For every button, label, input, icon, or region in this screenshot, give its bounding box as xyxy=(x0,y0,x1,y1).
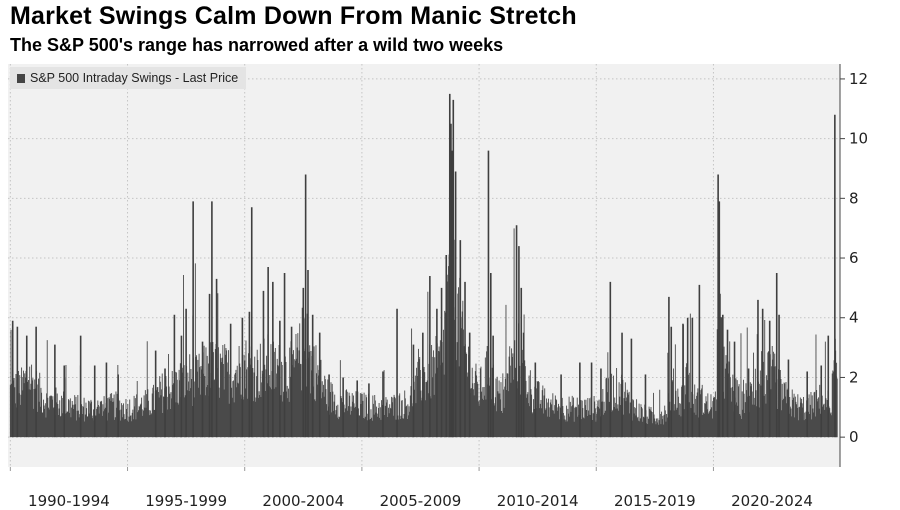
x-category-label: 2000-2004 xyxy=(262,492,344,510)
legend-label: S&P 500 Intraday Swings - Last Price xyxy=(30,71,239,85)
chart-title: Market Swings Calm Down From Manic Stret… xyxy=(10,2,577,30)
x-category-label: 2010-2014 xyxy=(497,492,579,510)
daily-swing-bars xyxy=(9,208,838,438)
y-tick-label: 0 xyxy=(849,428,859,446)
y-tick-label: 4 xyxy=(849,309,859,327)
y-tick-label: 6 xyxy=(849,249,859,267)
x-category-label: 2020-2024 xyxy=(731,492,813,510)
y-tick-label: 10 xyxy=(849,130,868,148)
y-tick-label: 12 xyxy=(849,70,868,88)
x-category-label: 1995-1999 xyxy=(145,492,227,510)
chart-subtitle: The S&P 500's range has narrowed after a… xyxy=(10,35,504,55)
x-category-label: 2015-2019 xyxy=(614,492,696,510)
x-category-label: 1990-1994 xyxy=(28,492,110,510)
axes: 0 2 4 6 8 10 12 1990-1994 1995-1999 2000-2004 2005… xyxy=(9,64,868,510)
bars xyxy=(9,93,838,438)
y-tick-label: 8 xyxy=(849,189,859,207)
y-tick-label: 2 xyxy=(849,368,859,386)
x-category-label: 2005-2009 xyxy=(380,492,462,510)
legend: S&P 500 Intraday Swings - Last Price xyxy=(10,67,247,89)
legend-swatch xyxy=(17,73,25,83)
